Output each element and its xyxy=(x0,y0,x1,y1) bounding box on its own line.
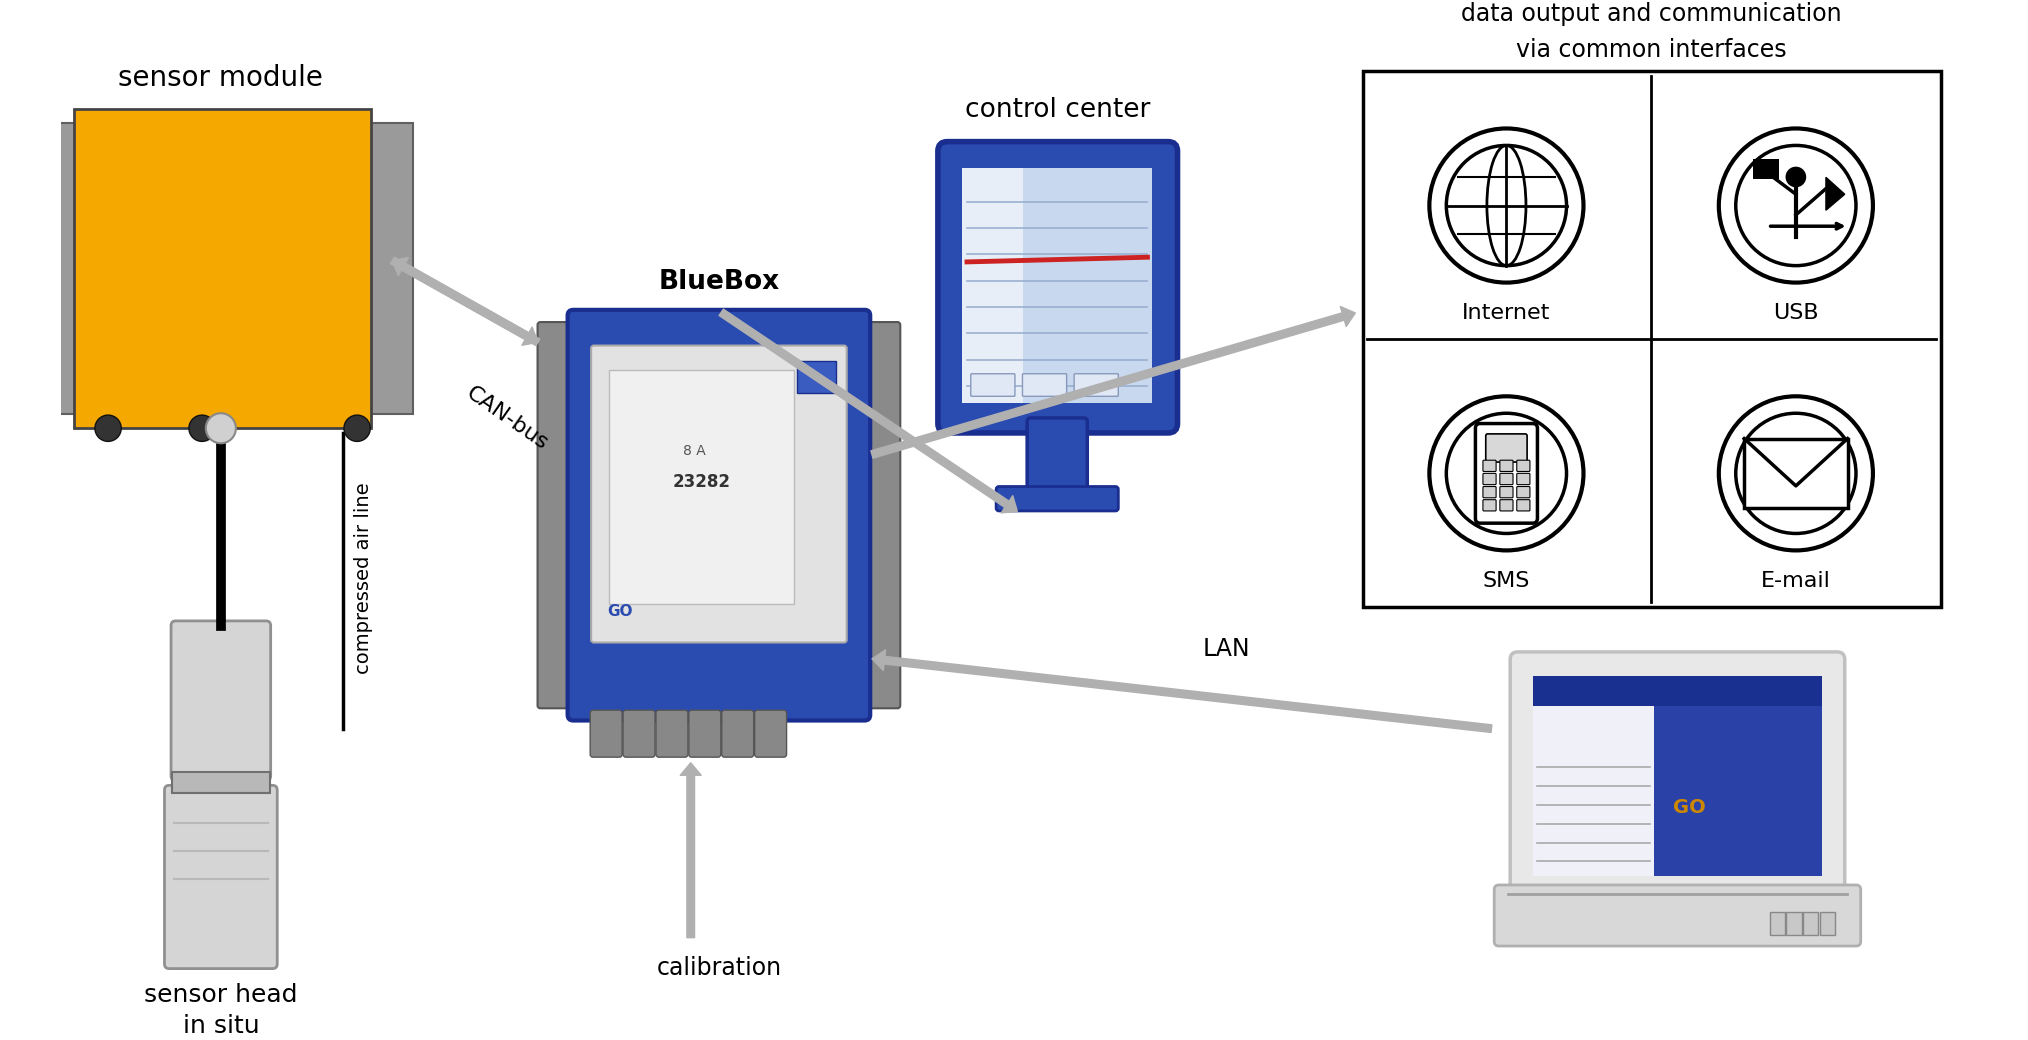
Text: Internet: Internet xyxy=(1462,304,1551,323)
FancyBboxPatch shape xyxy=(690,710,720,757)
FancyBboxPatch shape xyxy=(1487,434,1527,462)
FancyBboxPatch shape xyxy=(1533,706,1655,876)
Circle shape xyxy=(189,415,215,441)
FancyBboxPatch shape xyxy=(797,361,836,393)
FancyBboxPatch shape xyxy=(1026,418,1087,498)
FancyBboxPatch shape xyxy=(32,123,75,414)
Text: control center: control center xyxy=(965,97,1150,123)
Text: 8 A: 8 A xyxy=(683,444,706,459)
FancyBboxPatch shape xyxy=(1363,71,1941,606)
FancyBboxPatch shape xyxy=(1770,912,1785,935)
FancyBboxPatch shape xyxy=(608,370,795,604)
Text: GO: GO xyxy=(606,604,633,619)
FancyBboxPatch shape xyxy=(1821,912,1835,935)
Text: sensor module: sensor module xyxy=(118,63,322,92)
FancyBboxPatch shape xyxy=(590,345,848,643)
Text: sensor head
in situ: sensor head in situ xyxy=(144,983,298,1038)
FancyBboxPatch shape xyxy=(164,785,278,968)
FancyBboxPatch shape xyxy=(623,710,655,757)
FancyBboxPatch shape xyxy=(1482,473,1497,485)
FancyBboxPatch shape xyxy=(1501,473,1513,485)
FancyBboxPatch shape xyxy=(1501,499,1513,511)
FancyBboxPatch shape xyxy=(963,167,1022,402)
FancyBboxPatch shape xyxy=(1482,461,1497,471)
FancyBboxPatch shape xyxy=(1022,373,1067,396)
FancyBboxPatch shape xyxy=(1533,676,1823,876)
Text: SMS: SMS xyxy=(1482,571,1529,591)
FancyBboxPatch shape xyxy=(1787,912,1801,935)
FancyBboxPatch shape xyxy=(1517,473,1529,485)
FancyBboxPatch shape xyxy=(1482,499,1497,511)
Circle shape xyxy=(1430,129,1584,283)
FancyBboxPatch shape xyxy=(170,621,270,781)
Text: LAN: LAN xyxy=(1203,638,1249,661)
Text: compressed air line: compressed air line xyxy=(355,483,373,674)
Text: 23282: 23282 xyxy=(673,473,730,491)
FancyBboxPatch shape xyxy=(1517,499,1529,511)
Text: BlueBox: BlueBox xyxy=(659,268,779,294)
FancyBboxPatch shape xyxy=(75,109,371,428)
FancyBboxPatch shape xyxy=(963,167,1152,402)
FancyBboxPatch shape xyxy=(1517,461,1529,471)
Text: GO: GO xyxy=(1673,799,1706,817)
FancyBboxPatch shape xyxy=(172,772,270,792)
FancyBboxPatch shape xyxy=(937,141,1178,433)
FancyBboxPatch shape xyxy=(1744,439,1848,509)
FancyBboxPatch shape xyxy=(1495,885,1862,946)
FancyBboxPatch shape xyxy=(1511,652,1845,900)
FancyBboxPatch shape xyxy=(568,310,870,721)
FancyBboxPatch shape xyxy=(860,322,900,708)
Text: CAN-bus: CAN-bus xyxy=(462,384,552,454)
FancyBboxPatch shape xyxy=(1476,423,1537,523)
FancyBboxPatch shape xyxy=(1803,912,1819,935)
Text: via common interfaces: via common interfaces xyxy=(1515,37,1787,61)
FancyBboxPatch shape xyxy=(1517,487,1529,498)
Circle shape xyxy=(95,415,122,441)
FancyBboxPatch shape xyxy=(971,373,1014,396)
Circle shape xyxy=(1430,396,1584,550)
FancyBboxPatch shape xyxy=(1075,373,1117,396)
FancyBboxPatch shape xyxy=(722,710,754,757)
FancyBboxPatch shape xyxy=(1533,676,1823,706)
FancyBboxPatch shape xyxy=(996,487,1117,511)
FancyBboxPatch shape xyxy=(1501,487,1513,498)
Circle shape xyxy=(1720,129,1874,283)
FancyBboxPatch shape xyxy=(1501,461,1513,471)
Circle shape xyxy=(1720,396,1874,550)
Circle shape xyxy=(205,413,235,443)
FancyBboxPatch shape xyxy=(754,710,787,757)
Text: E-mail: E-mail xyxy=(1760,571,1831,591)
Circle shape xyxy=(1785,166,1807,187)
FancyBboxPatch shape xyxy=(1482,487,1497,498)
FancyBboxPatch shape xyxy=(655,710,687,757)
FancyBboxPatch shape xyxy=(371,123,414,414)
FancyBboxPatch shape xyxy=(590,710,623,757)
Text: data output and communication: data output and communication xyxy=(1460,2,1841,26)
FancyBboxPatch shape xyxy=(537,322,578,708)
Polygon shape xyxy=(1825,178,1845,210)
Bar xyxy=(1752,158,1779,179)
Text: USB: USB xyxy=(1772,304,1819,323)
Circle shape xyxy=(345,415,371,441)
Text: calibration: calibration xyxy=(657,957,781,981)
